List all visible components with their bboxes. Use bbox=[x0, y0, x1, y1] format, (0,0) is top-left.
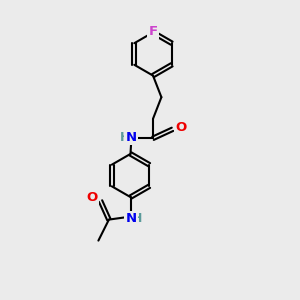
Text: O: O bbox=[86, 191, 98, 205]
Text: N: N bbox=[125, 131, 137, 144]
Text: O: O bbox=[175, 121, 187, 134]
Text: N: N bbox=[125, 212, 137, 225]
Text: H: H bbox=[132, 212, 142, 225]
Text: H: H bbox=[120, 131, 130, 144]
Text: F: F bbox=[148, 25, 158, 38]
